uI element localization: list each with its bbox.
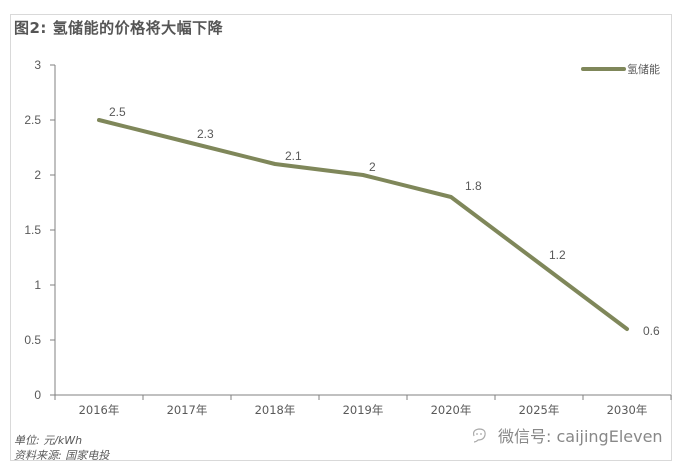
data-label: 1.8 xyxy=(465,179,482,193)
series-line xyxy=(97,118,629,331)
data-label: 2.1 xyxy=(285,149,302,163)
x-tick-label: 2019年 xyxy=(343,403,384,417)
y-tick-label: 0 xyxy=(34,388,41,402)
legend: 氢储能 xyxy=(581,62,660,76)
data-label: 2.5 xyxy=(109,105,126,119)
x-tick-label: 2025年 xyxy=(519,403,560,417)
y-tick-label: 1.5 xyxy=(24,223,41,237)
x-tick-label: 2030年 xyxy=(607,403,648,417)
legend-label: 氢储能 xyxy=(627,62,660,76)
chart-frame xyxy=(10,14,672,461)
watermark-text: 微信号: caijingEleven xyxy=(498,427,663,446)
chart-title: 图2: 氢储能的价格将大幅下降 xyxy=(14,19,224,37)
y-tick-label: 2.5 xyxy=(24,113,41,127)
watermark: 微信号: caijingEleven xyxy=(470,423,663,447)
wechat-icon xyxy=(472,428,486,443)
y-tick-label: 2 xyxy=(34,168,41,182)
source-note: 资料来源: 国家电投 xyxy=(14,449,110,462)
data-label: 2 xyxy=(369,160,376,174)
unit-note: 单位: 元/kWh xyxy=(14,434,83,447)
x-tick-label: 2020年 xyxy=(431,403,472,417)
x-tick-label: 2018年 xyxy=(255,403,296,417)
x-tick-label: 2016年 xyxy=(79,403,120,417)
y-tick-label: 3 xyxy=(34,58,41,72)
x-axis: 2016年 2017年 2018年 2019年 2020年 2025年 2030年 xyxy=(54,394,672,417)
data-label: 0.6 xyxy=(643,324,660,338)
data-label: 1.2 xyxy=(549,248,566,262)
y-tick-label: 0.5 xyxy=(24,333,41,347)
y-tick-label: 1 xyxy=(34,278,41,292)
x-tick-label: 2017年 xyxy=(167,403,208,417)
data-labels: 2.5 2.3 2.1 2 1.8 1.2 0.6 xyxy=(109,105,660,338)
y-axis: 0 0.5 1 1.5 2 2.5 3 xyxy=(24,58,56,402)
data-label: 2.3 xyxy=(197,127,214,141)
series-polyline xyxy=(97,118,629,331)
